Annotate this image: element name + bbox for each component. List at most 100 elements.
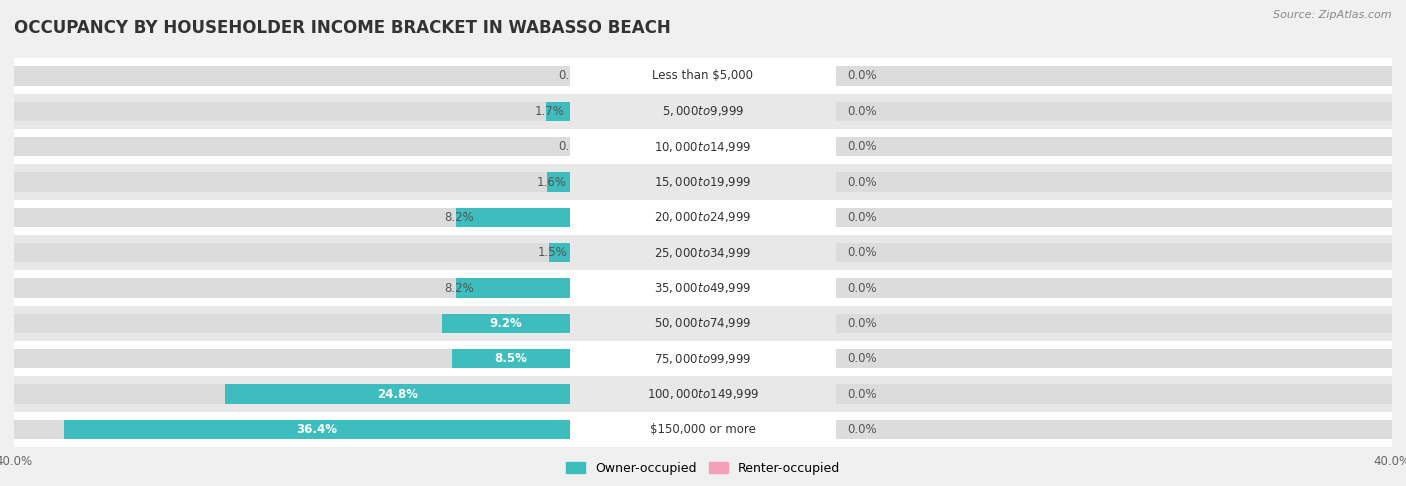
Text: 0.0%: 0.0% [848, 175, 877, 189]
Bar [837, 412, 1392, 447]
Text: $100,000 to $149,999: $100,000 to $149,999 [647, 387, 759, 401]
Text: 0.0%: 0.0% [848, 140, 877, 153]
Text: $150,000 or more: $150,000 or more [650, 423, 756, 436]
Text: 1.7%: 1.7% [534, 105, 565, 118]
Text: $75,000 to $99,999: $75,000 to $99,999 [654, 352, 752, 366]
Bar [837, 420, 1392, 439]
Text: 9.2%: 9.2% [489, 317, 522, 330]
Text: 24.8%: 24.8% [377, 388, 418, 400]
Bar [837, 137, 1392, 156]
Text: 8.5%: 8.5% [494, 352, 527, 365]
Bar [569, 306, 837, 341]
Bar [569, 341, 837, 377]
Text: $25,000 to $34,999: $25,000 to $34,999 [654, 246, 752, 260]
Bar [14, 384, 569, 404]
Bar [456, 208, 569, 227]
Text: 0.0%: 0.0% [558, 140, 588, 153]
Bar [837, 129, 1392, 164]
Text: 0.0%: 0.0% [848, 246, 877, 259]
Bar [569, 129, 837, 164]
Bar [14, 208, 569, 227]
Bar [14, 306, 569, 341]
Bar [14, 94, 569, 129]
Text: 0.0%: 0.0% [848, 317, 877, 330]
Bar [14, 420, 569, 439]
Bar [569, 58, 837, 94]
Bar [569, 412, 837, 447]
Bar [548, 243, 569, 262]
Bar [837, 200, 1392, 235]
Bar [837, 377, 1392, 412]
Bar [569, 377, 837, 412]
Bar [14, 270, 569, 306]
Bar [547, 173, 569, 192]
Bar [546, 102, 569, 121]
Text: 0.0%: 0.0% [848, 423, 877, 436]
Legend: Owner-occupied, Renter-occupied: Owner-occupied, Renter-occupied [561, 457, 845, 480]
Bar [837, 58, 1392, 94]
Bar [569, 164, 837, 200]
Text: 0.0%: 0.0% [558, 69, 588, 83]
Text: 8.2%: 8.2% [444, 211, 474, 224]
Bar [837, 208, 1392, 227]
Bar [837, 173, 1392, 192]
Bar [837, 278, 1392, 298]
Bar [451, 349, 569, 368]
Bar [14, 243, 569, 262]
Text: 0.0%: 0.0% [848, 352, 877, 365]
Bar [837, 306, 1392, 341]
Text: Less than $5,000: Less than $5,000 [652, 69, 754, 83]
Bar [14, 341, 569, 377]
Bar [14, 164, 569, 200]
Bar [837, 384, 1392, 404]
Text: Source: ZipAtlas.com: Source: ZipAtlas.com [1274, 10, 1392, 20]
Bar [14, 58, 569, 94]
Bar [837, 164, 1392, 200]
Bar [837, 94, 1392, 129]
Text: $5,000 to $9,999: $5,000 to $9,999 [662, 104, 744, 118]
Bar [14, 235, 569, 270]
Bar [14, 313, 569, 333]
Bar [14, 377, 569, 412]
Bar [14, 349, 569, 368]
Bar [14, 412, 569, 447]
Text: 0.0%: 0.0% [848, 69, 877, 83]
Bar [14, 200, 569, 235]
Text: $50,000 to $74,999: $50,000 to $74,999 [654, 316, 752, 330]
Bar [569, 200, 837, 235]
Text: $20,000 to $24,999: $20,000 to $24,999 [654, 210, 752, 225]
Bar [14, 66, 569, 86]
Bar [837, 235, 1392, 270]
Bar [65, 420, 569, 439]
Text: 0.0%: 0.0% [848, 281, 877, 295]
Bar [569, 270, 837, 306]
Bar [837, 66, 1392, 86]
Text: 1.5%: 1.5% [537, 246, 568, 259]
Bar [837, 349, 1392, 368]
Bar [14, 102, 569, 121]
Bar [14, 278, 569, 298]
Bar [837, 243, 1392, 262]
Text: $10,000 to $14,999: $10,000 to $14,999 [654, 139, 752, 154]
Bar [837, 270, 1392, 306]
Text: 0.0%: 0.0% [848, 388, 877, 400]
Bar [14, 137, 569, 156]
Bar [837, 313, 1392, 333]
Bar [456, 278, 569, 298]
Text: $35,000 to $49,999: $35,000 to $49,999 [654, 281, 752, 295]
Text: $15,000 to $19,999: $15,000 to $19,999 [654, 175, 752, 189]
Bar [14, 173, 569, 192]
Bar [569, 94, 837, 129]
Text: 1.6%: 1.6% [536, 175, 567, 189]
Bar [225, 384, 569, 404]
Bar [837, 102, 1392, 121]
Bar [569, 235, 837, 270]
Text: 8.2%: 8.2% [444, 281, 474, 295]
Bar [837, 341, 1392, 377]
Bar [14, 129, 569, 164]
Bar [441, 313, 569, 333]
Text: 36.4%: 36.4% [297, 423, 337, 436]
Text: 0.0%: 0.0% [848, 105, 877, 118]
Text: 0.0%: 0.0% [848, 211, 877, 224]
Text: OCCUPANCY BY HOUSEHOLDER INCOME BRACKET IN WABASSO BEACH: OCCUPANCY BY HOUSEHOLDER INCOME BRACKET … [14, 19, 671, 37]
